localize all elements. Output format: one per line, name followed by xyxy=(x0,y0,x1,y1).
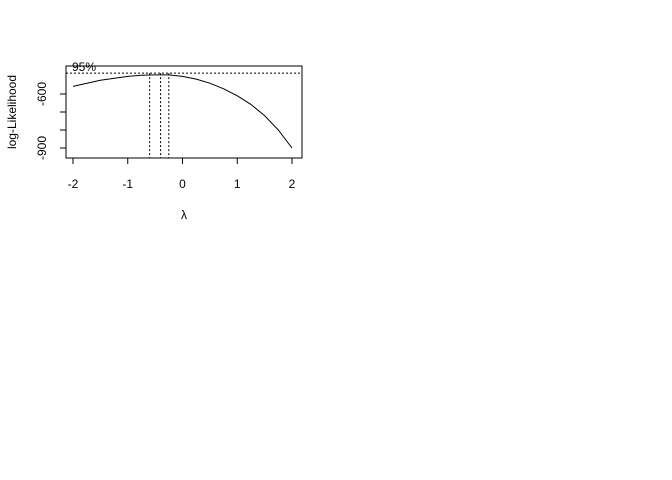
x-axis-label: λ xyxy=(181,208,187,222)
x-tick-label: 2 xyxy=(289,177,296,191)
x-tick-label: -2 xyxy=(68,177,79,191)
y-tick-label: -900 xyxy=(35,136,49,160)
x-axis: -2 -1 0 1 2 xyxy=(68,157,296,191)
y-axis: -600 -900 xyxy=(35,82,67,160)
loglik-curve xyxy=(72,74,293,149)
y-axis-label: log-Likelihood xyxy=(5,75,19,149)
y-tick-label: -600 xyxy=(35,82,49,106)
x-tick-label: -1 xyxy=(122,177,133,191)
x-tick-label: 1 xyxy=(234,177,241,191)
ci-level-label: 95% xyxy=(72,60,96,74)
x-tick-label: 0 xyxy=(179,177,186,191)
